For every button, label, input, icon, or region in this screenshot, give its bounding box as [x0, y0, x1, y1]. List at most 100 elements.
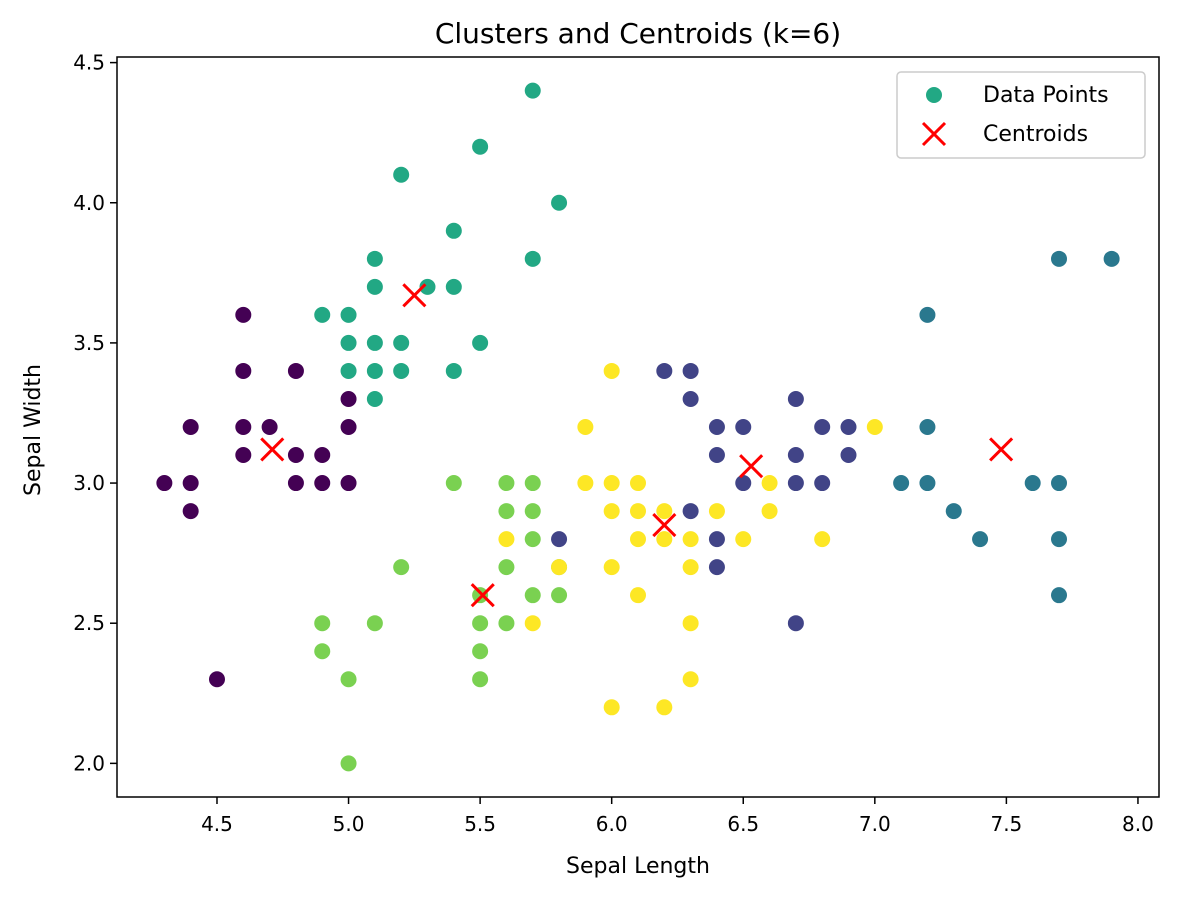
data-point: [656, 362, 673, 379]
data-point: [472, 138, 489, 155]
data-point: [524, 503, 541, 520]
data-point: [340, 306, 357, 323]
data-point: [1024, 475, 1041, 492]
x-tick-label: 7.0: [859, 812, 891, 836]
centroid-marker: [260, 437, 285, 462]
data-point: [261, 419, 278, 435]
data-point: [393, 334, 410, 351]
data-point: [1051, 531, 1068, 548]
data-point: [524, 82, 541, 99]
data-point: [235, 362, 252, 379]
data-point: [708, 503, 725, 520]
centroid-marker: [739, 454, 764, 479]
data-point: [682, 559, 699, 576]
data-point: [1051, 250, 1068, 267]
y-tick-label: 3.5: [73, 331, 105, 355]
data-point: [682, 671, 699, 688]
data-point: [366, 334, 383, 351]
data-point: [708, 559, 725, 576]
data-point: [551, 587, 568, 604]
data-point: [603, 699, 620, 716]
data-point: [393, 559, 410, 576]
data-point: [393, 362, 410, 379]
data-point: [814, 531, 831, 548]
data-point: [314, 475, 331, 492]
x-tick-label: 5.0: [333, 812, 365, 836]
data-point: [787, 447, 804, 464]
data-point: [840, 419, 857, 435]
data-point: [708, 419, 725, 435]
data-point: [340, 755, 357, 772]
data-point: [761, 503, 778, 520]
data-point: [524, 615, 541, 632]
data-point: [682, 531, 699, 548]
data-point: [524, 531, 541, 548]
y-axis-label: Sepal Width: [21, 364, 46, 496]
data-point: [340, 362, 357, 379]
data-point: [630, 475, 646, 492]
data-point: [472, 643, 489, 660]
data-point: [787, 475, 804, 492]
data-point: [630, 531, 646, 548]
data-point: [340, 334, 357, 351]
data-point: [787, 615, 804, 632]
data-point: [314, 447, 331, 464]
data-point: [445, 475, 462, 492]
data-point: [603, 362, 620, 379]
data-point: [735, 419, 752, 435]
data-point: [787, 390, 804, 407]
data-point: [340, 671, 357, 688]
data-point: [656, 699, 673, 716]
y-tick-label: 2.0: [73, 751, 105, 775]
data-point: [156, 475, 173, 492]
data-point: [235, 447, 252, 464]
data-point: [314, 306, 331, 323]
x-axis-ticks: 4.5 5.0 5.5 6.0 6.5 7.0 7.5 8.0: [201, 797, 1154, 836]
data-point: [682, 362, 699, 379]
centroid-markers: [260, 283, 1014, 608]
data-point: [182, 419, 199, 435]
data-point: [840, 447, 857, 464]
data-point: [919, 419, 936, 435]
data-point: [235, 306, 252, 323]
data-point: [1051, 475, 1068, 492]
legend-centroids-marker: [921, 121, 947, 147]
data-point: [419, 278, 436, 295]
data-point: [498, 615, 515, 632]
data-point: [945, 503, 962, 520]
data-point: [708, 531, 725, 548]
data-point: [603, 503, 620, 520]
data-point: [445, 362, 462, 379]
data-point: [551, 194, 568, 211]
data-point: [919, 475, 936, 492]
data-point: [498, 559, 515, 576]
centroid-marker: [402, 283, 427, 308]
data-point: [472, 671, 489, 688]
data-point: [366, 250, 383, 267]
data-point: [314, 615, 331, 632]
data-point: [366, 362, 383, 379]
data-point: [972, 531, 989, 548]
data-point: [524, 250, 541, 267]
data-point: [340, 475, 357, 492]
data-point: [551, 559, 568, 576]
data-point: [287, 362, 304, 379]
legend-data-points-marker: [926, 87, 942, 103]
data-point: [314, 643, 331, 660]
data-point: [524, 587, 541, 604]
x-axis-label: Sepal Length: [566, 854, 710, 879]
data-point: [893, 475, 910, 492]
data-point: [182, 475, 199, 492]
data-point: [708, 447, 725, 464]
data-point: [366, 278, 383, 295]
data-point: [656, 531, 673, 548]
data-point: [340, 419, 357, 435]
data-point: [287, 447, 304, 464]
data-point: [603, 475, 620, 492]
data-point: [656, 503, 673, 520]
y-tick-label: 3.0: [73, 471, 105, 495]
legend-centroids-label: Centroids: [983, 122, 1088, 147]
legend: Data Points Centroids: [896, 71, 1146, 159]
y-axis-ticks: 2.0 2.5 3.0 3.5 4.0 4.5: [73, 51, 117, 775]
